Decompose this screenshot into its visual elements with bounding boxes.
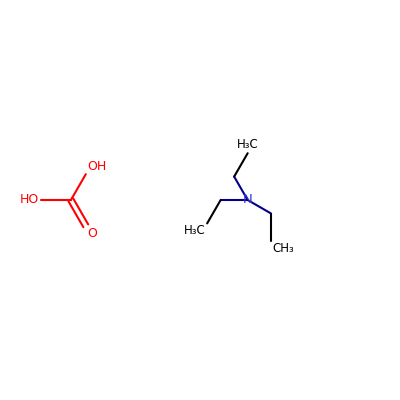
- Text: OH: OH: [87, 160, 107, 173]
- Text: O: O: [87, 227, 97, 240]
- Text: N: N: [243, 194, 252, 206]
- Text: H₃C: H₃C: [184, 224, 206, 237]
- Text: CH₃: CH₃: [273, 242, 294, 255]
- Text: H₃C: H₃C: [237, 138, 258, 151]
- Text: HO: HO: [20, 194, 39, 206]
